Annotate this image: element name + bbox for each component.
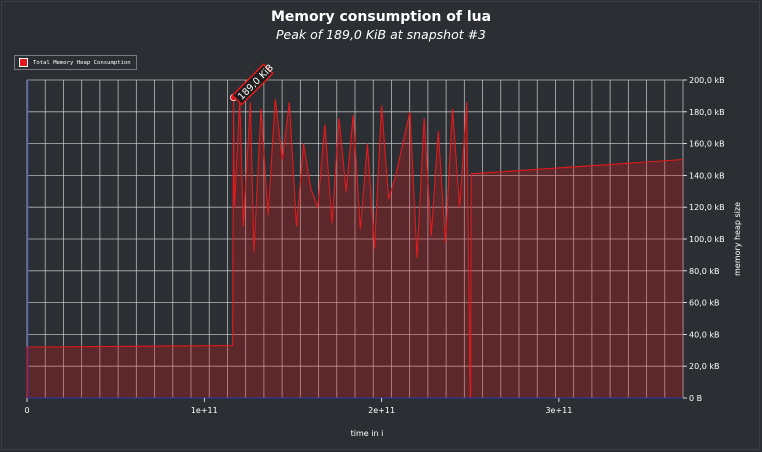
x-axis-label: time in i bbox=[351, 429, 384, 438]
y-tick-label: 20,0 kB bbox=[689, 362, 719, 371]
x-tick-label: 0 bbox=[24, 406, 29, 415]
chart-title: Memory consumption of lua bbox=[270, 9, 492, 25]
y-tick-label: 0 B bbox=[689, 394, 702, 403]
y-tick-label: 140,0 kB bbox=[689, 171, 725, 180]
y-tick-label: 100,0 kB bbox=[689, 235, 725, 244]
chart-legend[interactable]: Total Memory Heap Consumption bbox=[14, 55, 137, 70]
y-tick-label: 180,0 kB bbox=[689, 108, 725, 117]
y-axis-label: memory heap size bbox=[733, 202, 742, 276]
peak-annotation-box bbox=[231, 63, 274, 106]
series-area bbox=[27, 97, 683, 399]
x-tick-label: 1e+11 bbox=[191, 406, 218, 415]
y-tick-label: 120,0 kB bbox=[689, 203, 725, 212]
y-tick-label: 200,0 kB bbox=[689, 76, 725, 85]
y-tick-label: 80,0 kB bbox=[689, 267, 719, 276]
y-tick-label: 160,0 kB bbox=[689, 140, 725, 149]
y-tick-label: 40,0 kB bbox=[689, 330, 719, 339]
x-tick-label: 2e+11 bbox=[368, 406, 395, 415]
series-line bbox=[26, 97, 684, 398]
chart-subtitle: Peak of 189,0 KiB at snapshot #3 bbox=[275, 27, 487, 42]
legend-label: Total Memory Heap Consumption bbox=[33, 59, 131, 66]
y-tick-label: 60,0 kB bbox=[689, 299, 719, 308]
x-tick-label: 3e+11 bbox=[545, 406, 572, 415]
legend-swatch bbox=[19, 58, 28, 67]
